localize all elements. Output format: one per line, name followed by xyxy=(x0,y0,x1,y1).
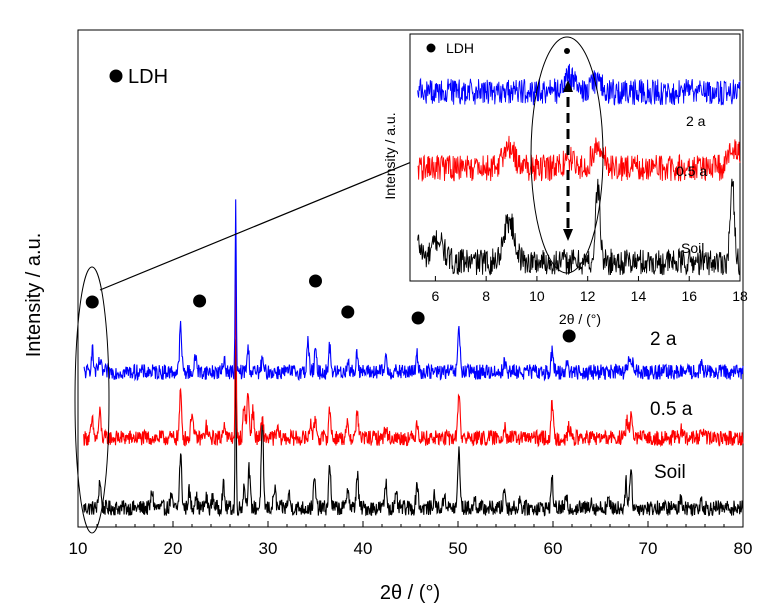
inset-series-label-2a: 2 a xyxy=(686,113,706,129)
x-tick-label: 10 xyxy=(69,539,88,558)
inset-legend-label: LDH xyxy=(446,40,474,56)
series-line-soil xyxy=(83,339,744,518)
main-plot-frame xyxy=(77,29,744,528)
inset-series-line-2-a xyxy=(417,63,741,106)
x-tick-label: 60 xyxy=(544,539,563,558)
series-line-0-5-a xyxy=(83,267,744,448)
inset-x-tick-label: 14 xyxy=(631,288,647,304)
x-tick-label: 50 xyxy=(449,539,468,558)
x-tick-label: 80 xyxy=(734,539,753,558)
inset-x-tick-label: 16 xyxy=(681,288,697,304)
series-label-2a: 2 a xyxy=(650,329,677,350)
inset-highlight-ellipse xyxy=(530,36,604,274)
inset-legend-marker-icon xyxy=(426,43,436,53)
series-label-0-5a: 0.5 a xyxy=(650,399,693,420)
inset-x-tick-label: 8 xyxy=(482,288,490,304)
ldh-marker-icon xyxy=(309,274,322,288)
main-ldh-markers xyxy=(85,274,576,343)
inset-series-group xyxy=(417,63,741,276)
ldh-marker-icon xyxy=(193,294,207,308)
x-tick-label: 20 xyxy=(164,539,183,558)
inset-series-line-soil xyxy=(417,178,741,276)
legend-marker-icon xyxy=(109,69,123,83)
inset-x-axis-title: 2θ / (°) xyxy=(559,311,601,327)
series-line-2-a xyxy=(83,199,744,382)
inset-series-label-soil: Soil xyxy=(681,240,704,256)
main-highlight-ellipse xyxy=(74,266,110,534)
x-tick-label: 70 xyxy=(639,539,658,558)
inset-x-tick-label: 18 xyxy=(732,288,748,304)
inset-x-ticks: 6 8 10 12 14 16 18 xyxy=(431,276,748,304)
inset-x-tick-label: 6 xyxy=(431,288,439,304)
inset-ldh-marker xyxy=(564,48,570,54)
ldh-marker-icon xyxy=(562,329,576,343)
main-series-group xyxy=(83,199,744,518)
inset-series-line-0-5-a xyxy=(417,135,741,182)
ldh-marker-icon xyxy=(85,295,99,309)
inset-arrow-down-icon xyxy=(563,229,573,241)
x-tick-label: 40 xyxy=(354,539,373,558)
inset-series-label-0-5a: 0.5 a xyxy=(676,163,707,179)
y-axis-title: Intensity / a.u. xyxy=(23,233,45,358)
legend-label: LDH xyxy=(128,66,168,88)
ldh-marker-icon xyxy=(411,311,425,325)
series-label-soil: Soil xyxy=(654,462,686,483)
inset-y-axis-title: Intensity / a.u. xyxy=(382,112,398,199)
ldh-marker-icon xyxy=(341,305,355,319)
inset-arrow-up-icon xyxy=(563,80,573,92)
inset-x-tick-label: 12 xyxy=(580,288,596,304)
x-tick-label: 30 xyxy=(259,539,278,558)
inset-x-tick-label: 10 xyxy=(529,288,545,304)
x-axis-title: 2θ / (°) xyxy=(380,582,440,604)
